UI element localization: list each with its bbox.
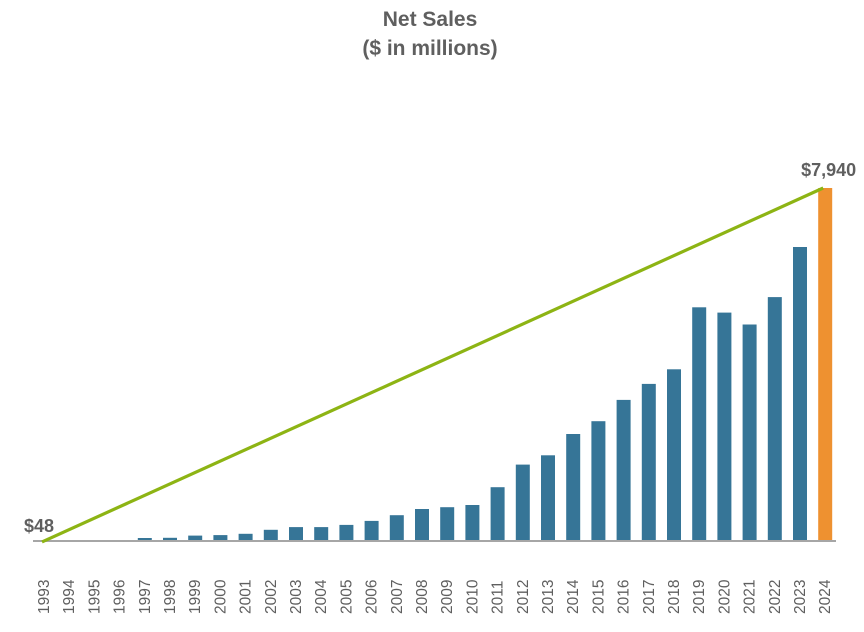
tick-label-2001: 2001 bbox=[238, 580, 255, 614]
tick-label-2012: 2012 bbox=[515, 580, 532, 614]
bar-2009 bbox=[440, 507, 455, 540]
bar-2008 bbox=[415, 509, 429, 540]
data-label-2024: $7,940 bbox=[801, 160, 856, 180]
tick-label-2024: 2024 bbox=[817, 579, 834, 614]
bar-2015 bbox=[591, 421, 606, 540]
bar-2011 bbox=[490, 487, 505, 540]
tick-label-2005: 2005 bbox=[338, 580, 355, 614]
bar-2020 bbox=[717, 312, 732, 540]
bar-2013 bbox=[541, 455, 555, 540]
tick-label-1995: 1995 bbox=[86, 580, 103, 614]
bars-group bbox=[137, 188, 833, 540]
bar-2003 bbox=[289, 527, 303, 540]
x-tick-labels: 1993 1994 1995 1996 1997 1998 1999 2000 2001 2002… bbox=[36, 579, 834, 614]
bar-2022 bbox=[767, 297, 782, 540]
bar-2018 bbox=[667, 369, 681, 540]
tick-label-2015: 2015 bbox=[590, 580, 607, 614]
tick-label-2016: 2016 bbox=[616, 580, 633, 614]
bar-2012 bbox=[515, 464, 530, 540]
tick-label-2022: 2022 bbox=[767, 580, 784, 614]
chart-subtitle: ($ in millions) bbox=[362, 37, 497, 60]
bar-2007 bbox=[389, 515, 404, 540]
tick-label-1994: 1994 bbox=[61, 579, 78, 614]
tick-label-2014: 2014 bbox=[565, 579, 582, 614]
bar-2019 bbox=[692, 307, 707, 540]
bar-2024 bbox=[818, 188, 833, 540]
tick-label-1997: 1997 bbox=[137, 580, 154, 614]
tick-label-2010: 2010 bbox=[464, 579, 481, 614]
data-label-1993: $48 bbox=[24, 516, 54, 536]
bar-1999 bbox=[188, 535, 203, 540]
tick-label-1999: 1999 bbox=[187, 580, 204, 614]
bar-2006 bbox=[364, 520, 379, 540]
tick-label-2000: 2000 bbox=[212, 579, 229, 614]
tick-label-2004: 2004 bbox=[313, 579, 330, 614]
bar-2021 bbox=[742, 324, 757, 540]
data-annotations: $48 $7,940 bbox=[24, 160, 856, 536]
bar-2023 bbox=[793, 247, 807, 540]
tick-label-2023: 2023 bbox=[792, 580, 809, 614]
tick-label-2002: 2002 bbox=[263, 580, 280, 614]
bar-2016 bbox=[616, 399, 631, 540]
bar-2010 bbox=[465, 505, 480, 540]
tick-label-2013: 2013 bbox=[540, 580, 557, 614]
tick-label-1993: 1993 bbox=[36, 580, 53, 614]
bar-2014 bbox=[566, 434, 581, 540]
bar-2017 bbox=[641, 383, 656, 540]
tick-label-2003: 2003 bbox=[288, 580, 305, 614]
bar-2005 bbox=[339, 524, 354, 540]
tick-label-1998: 1998 bbox=[162, 580, 179, 614]
tick-label-2006: 2006 bbox=[364, 580, 381, 614]
tick-label-2018: 2018 bbox=[666, 580, 683, 614]
tick-label-1996: 1996 bbox=[112, 580, 129, 614]
bar-2001 bbox=[238, 533, 253, 540]
tick-label-2007: 2007 bbox=[389, 580, 406, 614]
tick-label-2017: 2017 bbox=[641, 580, 658, 614]
bar-2004 bbox=[314, 527, 329, 540]
trend-line bbox=[41, 186, 824, 544]
tick-label-2019: 2019 bbox=[691, 580, 708, 614]
tick-label-2020: 2020 bbox=[716, 579, 733, 614]
bar-1998 bbox=[163, 537, 177, 540]
bar-2002 bbox=[263, 529, 278, 540]
tick-label-2009: 2009 bbox=[439, 580, 456, 614]
bar-2000 bbox=[213, 535, 228, 540]
tick-label-2008: 2008 bbox=[414, 580, 431, 614]
tick-label-2021: 2021 bbox=[742, 580, 759, 614]
bar-1997 bbox=[137, 538, 152, 540]
chart-title: Net Sales bbox=[383, 8, 478, 31]
tick-label-2011: 2011 bbox=[490, 581, 507, 614]
